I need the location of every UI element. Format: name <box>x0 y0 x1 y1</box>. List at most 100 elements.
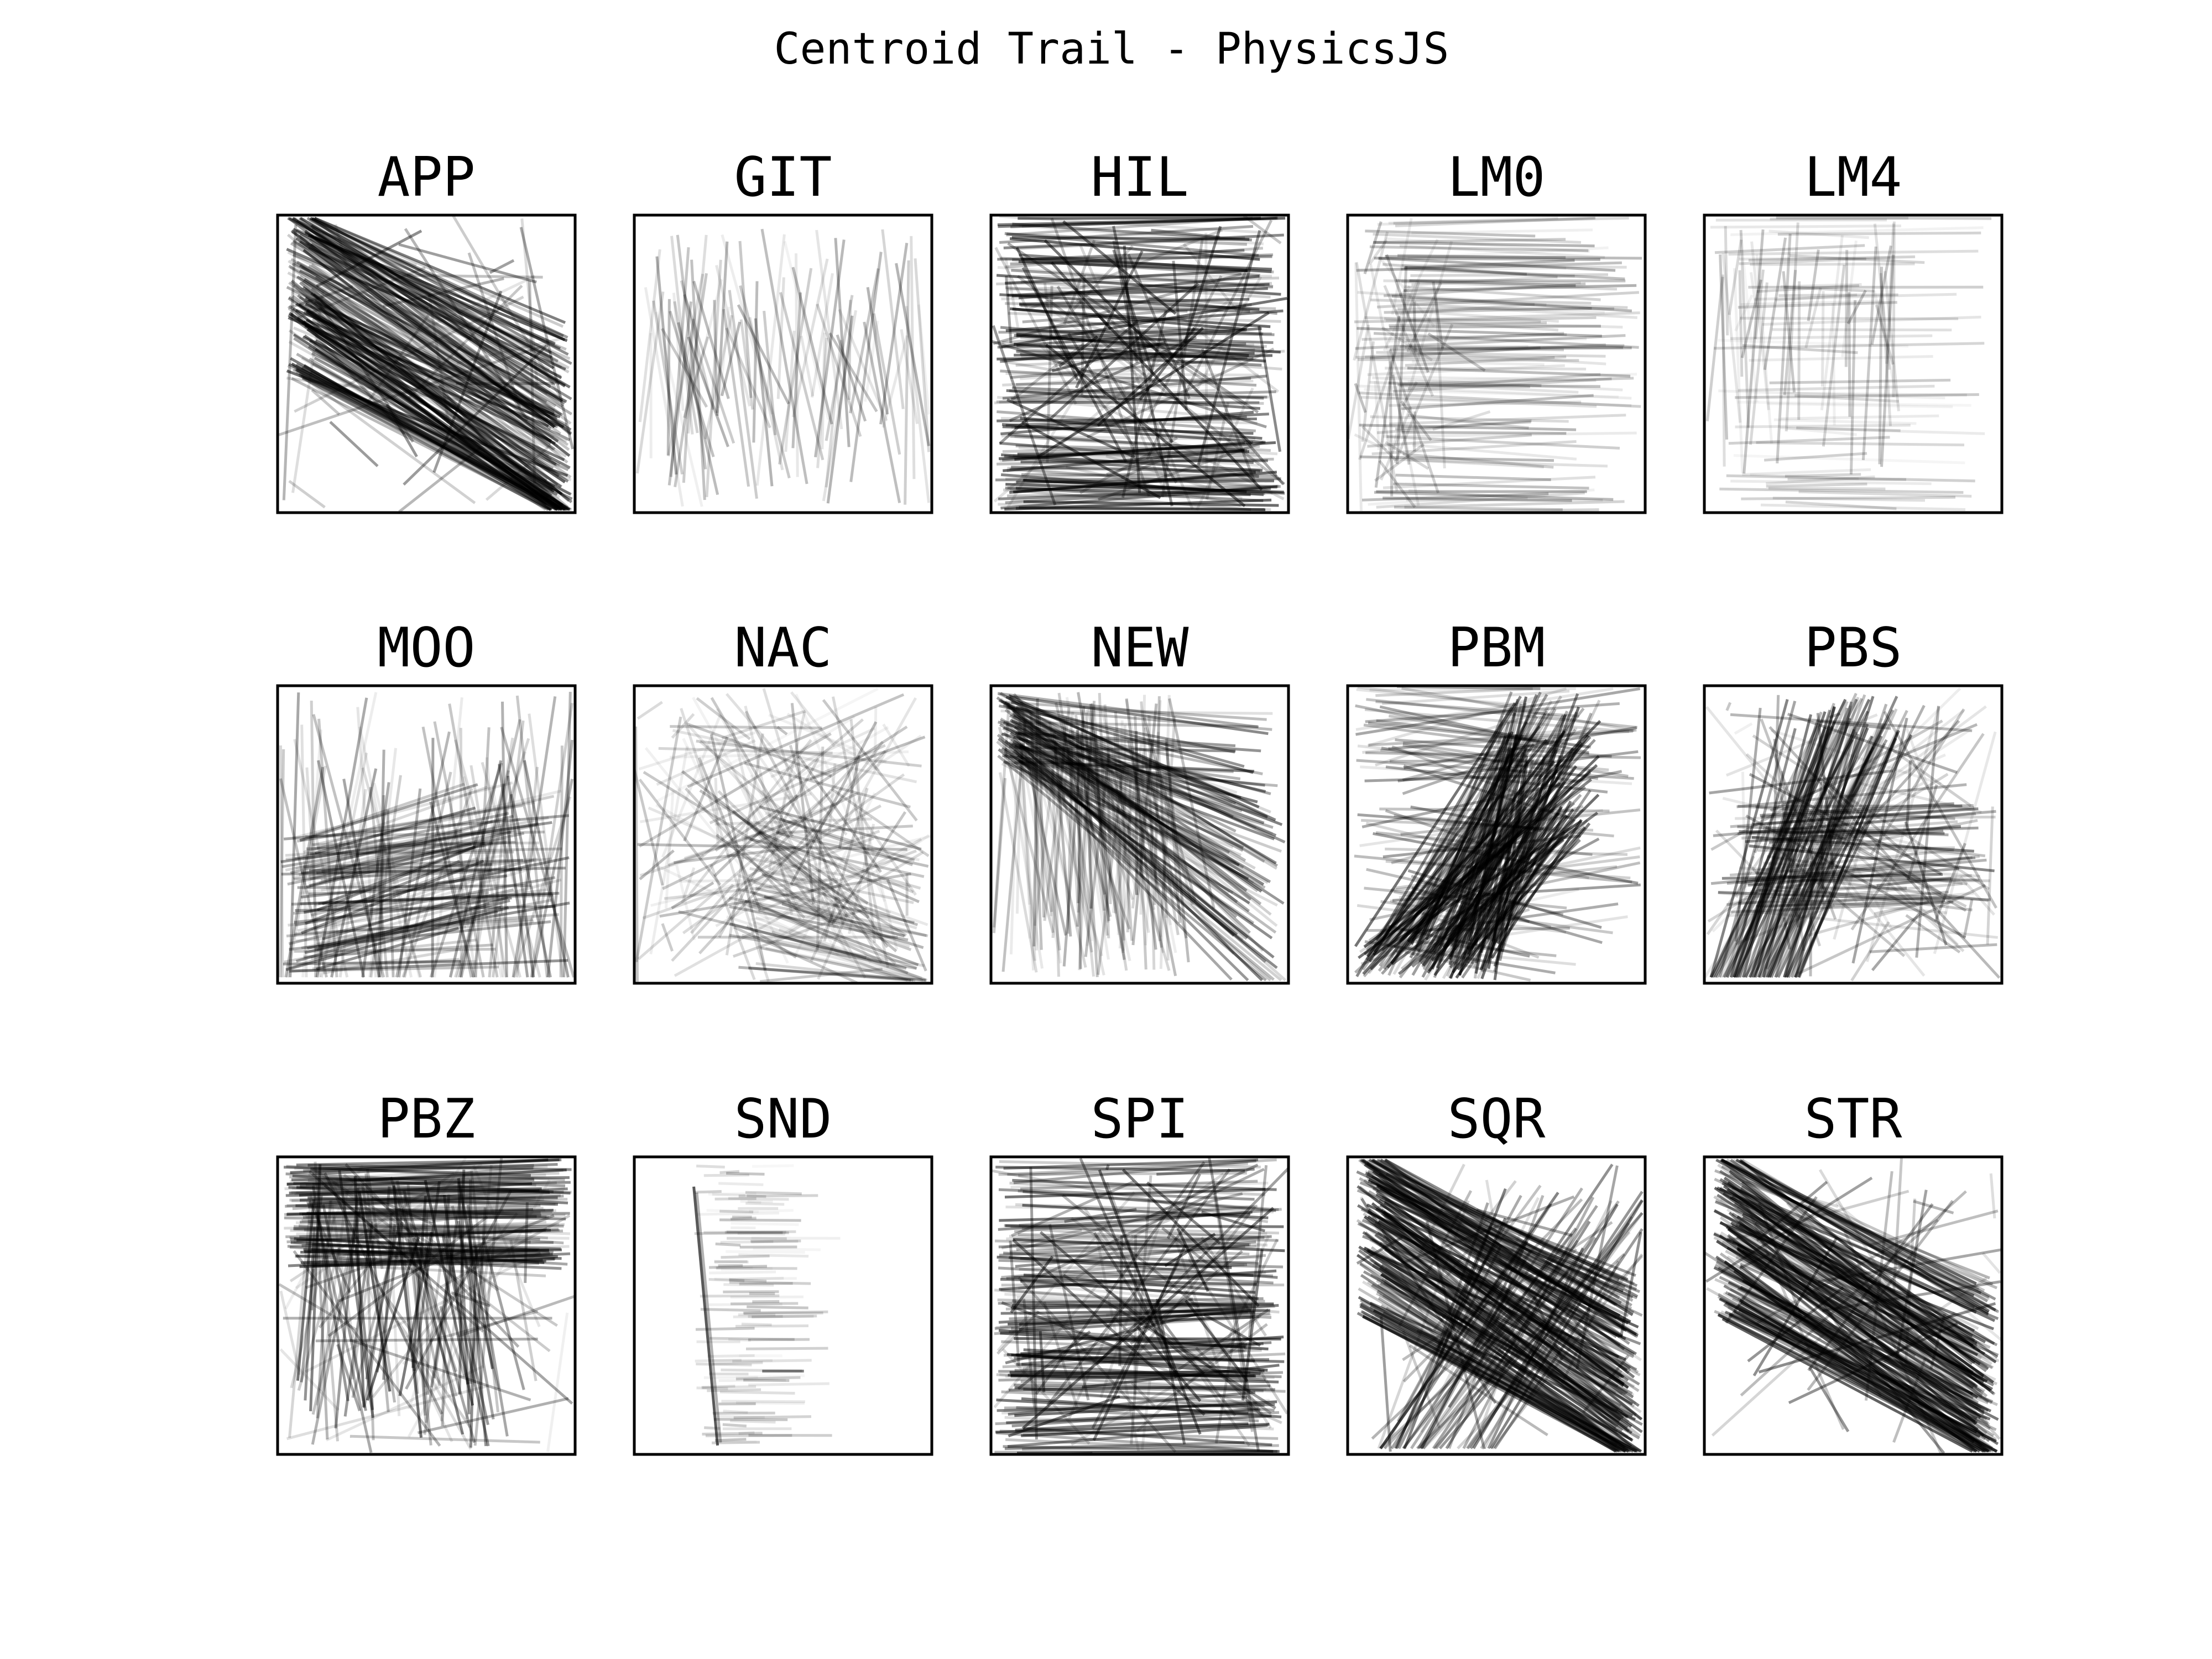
trail-segment <box>1398 285 1411 297</box>
trail-segment <box>1383 263 1558 279</box>
trail-segment <box>1797 738 1897 978</box>
trail-segment <box>1714 747 1828 978</box>
trail-segment <box>786 794 883 964</box>
trail-segment <box>1049 333 1135 447</box>
trail-segment <box>752 281 759 443</box>
trail-segment <box>800 335 815 397</box>
trail-segment <box>1734 698 1871 978</box>
trail-segment <box>395 1180 441 1386</box>
trail-segment <box>1357 813 1544 831</box>
trail-segment <box>371 1196 433 1225</box>
trail-segment <box>744 711 796 802</box>
trail-segment <box>1383 238 1439 352</box>
trail-segment <box>1089 703 1110 921</box>
trail-segment <box>1457 1255 1644 1449</box>
trail-segment <box>296 1233 570 1240</box>
trail-segment <box>1139 695 1146 915</box>
trail-segment <box>1849 300 1857 474</box>
trail-segment <box>992 702 1011 928</box>
trail-segment <box>299 1208 533 1215</box>
trail-segment <box>1420 1240 1528 1449</box>
panel-title: PBS <box>1804 617 1902 680</box>
trail-segment <box>310 217 561 385</box>
trail-segment <box>316 926 459 971</box>
trail-segment <box>1404 284 1637 293</box>
trail-segment <box>433 721 485 978</box>
trail-segment <box>998 721 1271 795</box>
trail-segment <box>1020 459 1268 463</box>
trail-segment <box>1731 900 1954 914</box>
trail-segment <box>1378 255 1436 327</box>
trail-segment <box>1004 232 1259 257</box>
trail-segment <box>299 828 487 877</box>
trail-segment <box>1445 1237 1479 1277</box>
trail-segment <box>1086 347 1275 439</box>
trail-segment <box>402 1290 473 1365</box>
trail-segment <box>1483 1200 1613 1449</box>
trail-segment <box>311 1186 349 1401</box>
trail-segment <box>308 886 463 896</box>
panel-title: NEW <box>1091 617 1188 680</box>
trail-segment <box>1915 706 1940 958</box>
trail-segment <box>670 725 822 729</box>
trail-segment <box>1014 726 1285 905</box>
trail-segment <box>1093 1232 1170 1349</box>
trail-segment <box>314 857 478 907</box>
trail-segment <box>562 692 572 978</box>
trail-segment <box>405 1189 513 1390</box>
trail-segment <box>1007 1158 1277 1176</box>
trail-segment <box>427 294 472 341</box>
trail-segment <box>1366 1177 1619 1297</box>
trail-segment <box>1738 400 1971 407</box>
trail-segment <box>998 1371 1284 1382</box>
trail-segment <box>1395 216 1595 227</box>
trail-segment <box>650 834 931 907</box>
trail-segment <box>442 1194 469 1385</box>
trail-segment <box>1015 349 1285 367</box>
trail-segment <box>704 315 733 440</box>
trail-segment <box>343 1222 374 1417</box>
trail-segment <box>758 849 917 913</box>
trail-segment <box>717 306 731 409</box>
trail-segment <box>1723 1178 1988 1397</box>
trail-segment <box>1005 485 1281 504</box>
trail-segment <box>286 1228 559 1244</box>
trail-segment <box>515 695 549 978</box>
trail-segment <box>1870 1209 1999 1246</box>
trail-segment <box>1005 752 1266 889</box>
trail-segment <box>1007 467 1256 473</box>
trail-segment <box>1712 723 1844 978</box>
trail-segment <box>1721 274 1726 467</box>
trail-segment <box>397 1200 419 1394</box>
trail-segment <box>1379 797 1514 942</box>
trail-segment <box>291 894 554 906</box>
trail-segment <box>1367 687 1567 747</box>
trail-segment <box>778 825 913 834</box>
trail-segment <box>817 911 849 980</box>
trail-lines <box>1704 1157 2002 1454</box>
trail-segment <box>356 707 378 978</box>
trail-segment <box>1001 1301 1136 1356</box>
trail-segment <box>1009 711 1020 954</box>
trail-segment <box>731 1302 799 1306</box>
trail-segment <box>1409 279 1576 287</box>
trail-segment <box>1008 1374 1279 1384</box>
trail-segment <box>682 773 905 935</box>
trail-segment <box>1368 488 1595 506</box>
trail-segment <box>1063 239 1096 325</box>
trail-segment <box>661 923 674 952</box>
trail-segment <box>1381 1278 1630 1453</box>
trail-segment <box>490 784 535 978</box>
trail-segment <box>747 1194 766 1198</box>
trail-segment <box>742 933 925 967</box>
trail-segment <box>723 1283 774 1287</box>
trail-segment <box>992 778 1007 933</box>
trail-segment <box>1383 285 1434 397</box>
panel-frame <box>633 684 933 985</box>
trail-segment <box>1876 877 1952 887</box>
trail-segment <box>1986 806 1994 945</box>
trail-segment <box>1733 454 1965 465</box>
trail-segment <box>1019 224 1264 246</box>
trail-segment <box>1009 719 1262 893</box>
trail-segment <box>1848 292 1851 417</box>
